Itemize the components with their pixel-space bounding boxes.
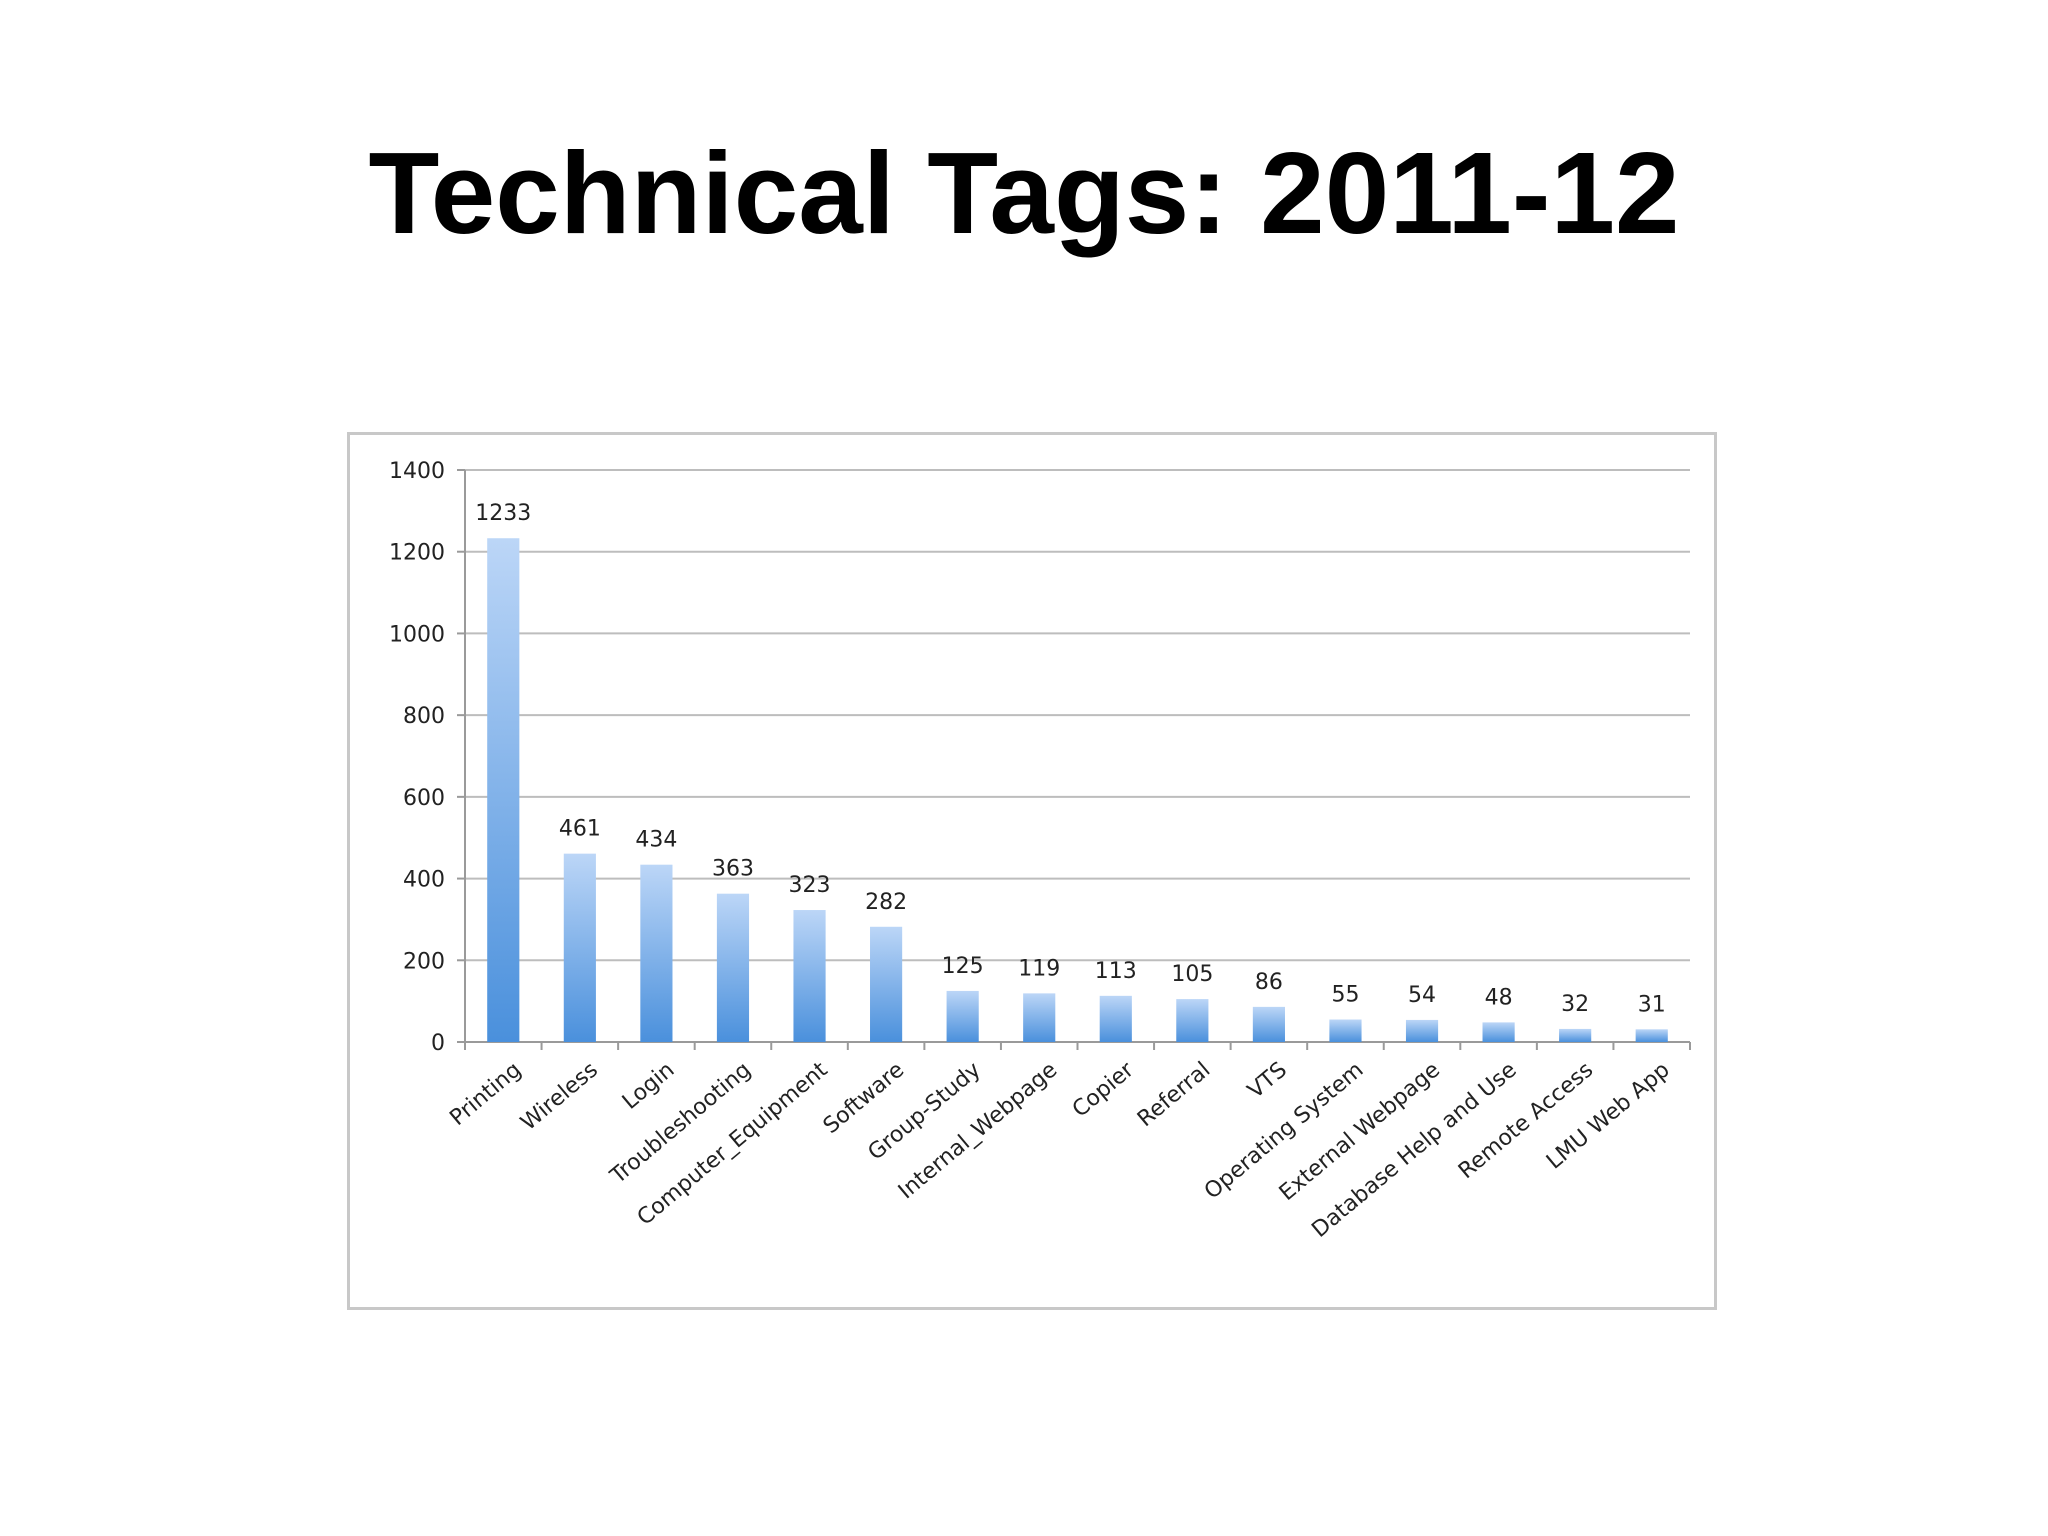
y-tick-label: 600 — [403, 786, 445, 811]
x-tick-label: Wireless — [516, 1057, 603, 1135]
bar-login — [640, 864, 673, 1042]
bar-wireless — [563, 853, 596, 1042]
bar-lmu-web-app — [1635, 1029, 1668, 1042]
data-label: 31 — [1638, 992, 1666, 1017]
y-tick-label: 800 — [403, 704, 445, 729]
bar-troubleshooting — [716, 893, 750, 1042]
x-tick-label: Printing — [445, 1057, 526, 1131]
bars — [487, 538, 1668, 1042]
data-label: 32 — [1561, 992, 1589, 1017]
bar-vts — [1252, 1006, 1285, 1042]
x-tick-label: Login — [618, 1057, 680, 1114]
data-label: 1233 — [475, 501, 531, 526]
bar-external-webpage — [1405, 1019, 1439, 1042]
y-tick-label: 1400 — [389, 459, 445, 484]
data-label: 113 — [1095, 959, 1137, 984]
labels: 0 200 400 600 800 1000 1200 1400 1233 Printing 461… — [389, 459, 1675, 1243]
bar-internal-webpage — [1023, 993, 1056, 1042]
bar-software — [870, 926, 903, 1042]
bar-referral — [1176, 999, 1209, 1042]
x-tick-label: Remote Access — [1454, 1057, 1598, 1184]
data-label: 125 — [942, 954, 984, 979]
y-tick-label: 1000 — [389, 622, 445, 647]
bar-operating-system — [1329, 1019, 1362, 1042]
y-tick-label: 400 — [403, 868, 445, 893]
y-tick-label: 0 — [431, 1031, 445, 1056]
data-label: 55 — [1331, 983, 1359, 1008]
bar-group-study — [946, 990, 979, 1042]
bar-computer-equipment — [793, 910, 826, 1042]
bar-chart: 0 200 400 600 800 1000 1200 1400 1233 Printing 461… — [389, 459, 1691, 1243]
slide-title: Technical Tags: 2011-12 — [368, 128, 1680, 258]
bar-database-help-and-use — [1482, 1022, 1515, 1042]
x-tick-label: Troubleshooting — [605, 1057, 756, 1189]
data-label: 86 — [1255, 970, 1283, 995]
data-label: 282 — [865, 890, 907, 915]
y-tick-label: 1200 — [389, 541, 445, 566]
x-tick-label: Copier — [1068, 1057, 1140, 1123]
data-label: 434 — [635, 828, 677, 853]
data-label: 48 — [1485, 985, 1513, 1010]
data-label: 461 — [559, 817, 601, 842]
data-label: 363 — [712, 857, 754, 882]
x-tick-label: VTS — [1243, 1057, 1292, 1103]
chart-frame: 0 200 400 600 800 1000 1200 1400 1233 Printing 461… — [347, 432, 1717, 1310]
y-tick-label: 200 — [403, 949, 445, 974]
data-label: 54 — [1408, 983, 1436, 1008]
data-label: 119 — [1018, 956, 1060, 981]
data-label: 323 — [789, 873, 831, 898]
bar-remote-access — [1559, 1028, 1592, 1042]
x-tick-label: Referral — [1133, 1057, 1215, 1132]
data-label: 105 — [1171, 962, 1213, 987]
bar-copier — [1099, 995, 1132, 1042]
bar-printing — [487, 538, 520, 1042]
